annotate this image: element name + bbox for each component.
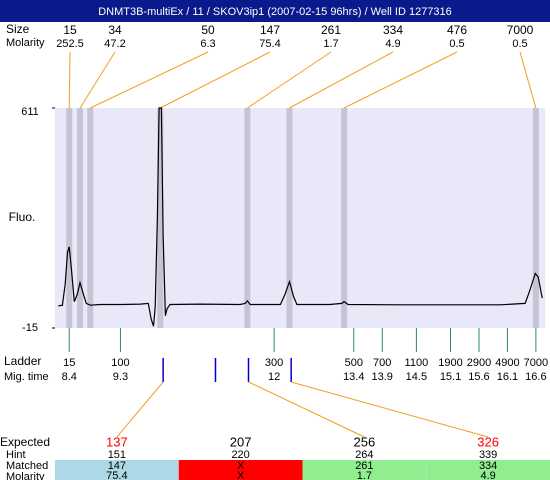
expected-size: 256 — [354, 434, 376, 449]
peak-molarity: 0.5 — [512, 38, 527, 50]
peak-size: 50 — [201, 23, 215, 37]
expected-size: 207 — [230, 434, 252, 449]
expected-connector — [248, 381, 365, 438]
status-band — [302, 460, 427, 480]
peak-band — [341, 108, 348, 328]
matched-molarity: X — [237, 470, 245, 480]
peak-molarity: 47.2 — [104, 38, 125, 50]
mig-time-label: Mig. time — [4, 371, 49, 383]
hint: 264 — [355, 449, 373, 461]
expected-label: Expected — [0, 435, 50, 449]
molarity-label: Molarity — [6, 37, 45, 49]
peak-band — [77, 108, 84, 328]
peak-connector — [247, 51, 332, 109]
peak-molarity: 75.4 — [259, 38, 280, 50]
bottom-molarity-label: Molarity — [6, 471, 45, 480]
hint: 220 — [231, 449, 249, 461]
size-label: Size — [6, 22, 30, 36]
plot-area — [55, 108, 545, 328]
ladder-time: 16.6 — [525, 371, 546, 383]
ladder-time: 15.6 — [468, 371, 489, 383]
y-tick-label: -15 — [22, 322, 38, 334]
y-tick-label: 611 — [21, 106, 39, 118]
peak-band — [286, 108, 293, 328]
peak-connector — [343, 51, 458, 109]
ladder-size: 700 — [373, 357, 391, 369]
ladder-size: 1100 — [405, 357, 429, 369]
status-band — [55, 460, 179, 480]
matched-molarity: 4.9 — [480, 470, 495, 480]
hint: 339 — [479, 449, 497, 461]
peak-connector — [160, 51, 271, 109]
matched: X — [237, 460, 245, 472]
peak-molarity: 4.9 — [385, 38, 400, 50]
expected-connector — [116, 381, 164, 438]
ladder-size: 500 — [345, 357, 363, 369]
peak-connector — [79, 51, 116, 109]
peak-band — [87, 108, 94, 328]
peak-connector — [289, 51, 394, 109]
ladder-time: 12 — [268, 371, 280, 383]
matched-molarity: 1.7 — [357, 470, 372, 480]
ladder-label: Ladder — [4, 354, 41, 368]
ladder-time: 13.4 — [343, 371, 364, 383]
ladder-time: 14.5 — [406, 371, 427, 383]
y-axis-label: Fluo. — [9, 210, 36, 224]
expected-size: 326 — [477, 434, 499, 449]
peak-band — [157, 108, 164, 328]
ladder-size: 4900 — [495, 357, 519, 369]
ladder-time: 16.1 — [497, 371, 518, 383]
peak-band — [532, 108, 539, 328]
peak-molarity: 0.5 — [449, 38, 464, 50]
ladder-time: 9.3 — [113, 371, 128, 383]
peak-size: 15 — [63, 23, 77, 37]
peak-molarity: 1.7 — [323, 38, 338, 50]
ladder-time: 13.9 — [372, 371, 393, 383]
peak-size: 34 — [108, 23, 122, 37]
peak-size: 147 — [260, 23, 280, 37]
expected-size: 137 — [106, 434, 128, 449]
header-title: DNMT3B-multiEx / 11 / SKOV3ip1 (2007-02-… — [98, 6, 452, 18]
hint-label: Hint — [6, 449, 26, 461]
ladder-size: 1900 — [438, 357, 462, 369]
hint: 151 — [108, 449, 126, 461]
peak-molarity: 252.5 — [56, 38, 84, 50]
matched: 261 — [355, 460, 373, 472]
peak-band — [244, 108, 251, 328]
ladder-size: 300 — [265, 357, 283, 369]
peak-size: 476 — [447, 23, 467, 37]
header-bar — [0, 0, 550, 22]
peak-connector — [519, 51, 537, 109]
status-band — [426, 460, 550, 480]
ladder-size: 2900 — [467, 357, 491, 369]
ladder-size: 7000 — [524, 357, 548, 369]
peak-molarity: 6.3 — [200, 38, 215, 50]
expected-connector — [291, 381, 489, 438]
matched-molarity: 75.4 — [106, 470, 127, 480]
status-band — [178, 460, 303, 480]
trace — [58, 107, 543, 327]
peak-size: 334 — [383, 23, 403, 37]
ladder-size: 15 — [63, 357, 75, 369]
ladder-time: 8.4 — [62, 371, 77, 383]
matched: 334 — [479, 460, 497, 472]
matched: 147 — [108, 460, 126, 472]
peak-band — [66, 108, 73, 328]
matched-label: Matched — [6, 460, 48, 472]
peak-connector — [90, 51, 209, 109]
ladder-time: 15.1 — [440, 371, 461, 383]
peak-connector — [68, 51, 71, 109]
peak-size: 7000 — [507, 23, 534, 37]
peak-size: 261 — [321, 23, 341, 37]
ladder-size: 100 — [111, 357, 129, 369]
